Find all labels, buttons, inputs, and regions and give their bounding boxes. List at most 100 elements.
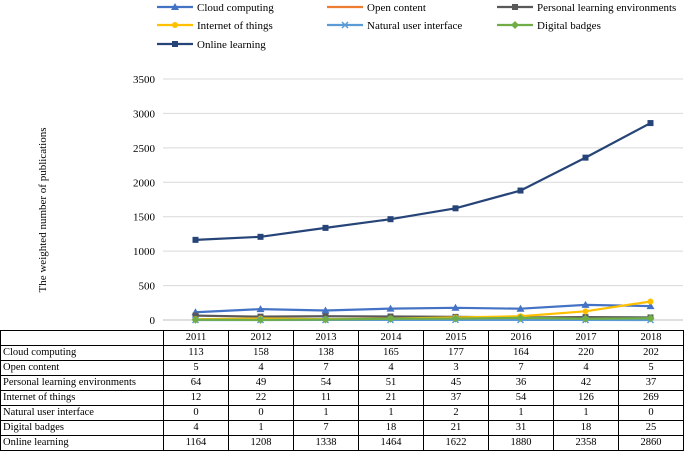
x-tick-label: 2018 [618,330,684,346]
table-cell: 36 [488,375,554,391]
table-cell: 113 [163,345,229,361]
data-point-marker [517,187,524,194]
table-cell: 64 [163,375,229,391]
data-point-marker [386,304,395,312]
x-tick-label: 2017 [553,330,619,346]
y-tick-label: 3500 [133,74,156,86]
table-cell: 18 [553,420,619,436]
table-cell: 158 [228,345,294,361]
table-cell: 7 [293,420,359,436]
data-point-marker [581,314,590,323]
data-point-marker [256,315,265,324]
legend-label: Natural user interface [367,20,462,32]
series-line [195,314,651,319]
x-tick-label: 2013 [293,330,359,346]
data-point-marker [451,314,460,323]
data-point-marker [452,205,459,212]
table-row-label: Internet of things [0,390,164,406]
data-point-marker [516,313,525,322]
table-cell: 2358 [553,435,619,451]
data-point-marker [647,120,654,127]
table-row: Online learning 1164 1208 1338 1464 1622 1880 2… [0,435,684,451]
data-point-marker [516,304,525,312]
chart-series [191,120,655,324]
table-cell: 54 [488,390,554,406]
data-point-marker [172,41,178,47]
table-cell: 5 [618,360,684,376]
x-tick-label: 2015 [423,330,489,346]
table-cell: 164 [488,345,554,361]
table-cell: 220 [553,345,619,361]
y-tick-label: 2500 [133,143,156,155]
table-cell: 1 [488,405,554,421]
table-cell: 11 [293,390,359,406]
table-corner-cell [0,330,164,346]
table-cell: 12 [163,390,229,406]
y-tick-label: 1000 [133,246,156,258]
table-cell: 4 [358,360,424,376]
legend-entry: Internet of things [157,20,273,32]
table-cell: 18 [358,420,424,436]
data-point-marker [646,314,655,323]
table-row-label: Online learning [0,435,164,451]
table-cell: 21 [358,390,424,406]
table-cell: 0 [618,405,684,421]
y-tick-label: 500 [139,281,156,293]
data-point-marker [582,308,589,315]
table-cell: 42 [553,375,619,391]
table-cell: 37 [618,375,684,391]
table-cell: 1622 [423,435,489,451]
y-tick-label: 1500 [133,212,156,224]
data-point-marker [192,312,199,319]
legend-label: Personal learning environments [537,2,676,14]
table-row: Cloud computing 113 158 138 165 177 164 220 202 [0,345,684,361]
data-point-marker [581,300,590,308]
table-cell: 1880 [488,435,554,451]
legend-label: Online learning [197,39,266,51]
data-point-marker [321,306,330,314]
legend-label: Internet of things [197,20,273,32]
series-digital-badges [191,313,655,324]
data-point-marker [191,315,200,324]
data-point-marker [646,302,655,310]
legend-entry: Natural user interface [327,20,462,32]
table-cell: 4 [163,420,229,436]
table-header-row: 2011 2012 2013 2014 2015 2016 2017 2018 [0,330,684,346]
legend-label: Digital badges [537,20,601,32]
table-cell: 25 [618,420,684,436]
x-tick-label: 2011 [163,330,229,346]
table-cell: 3 [423,360,489,376]
table-cell: 269 [618,390,684,406]
table-row-label: Natural user interface [0,405,164,421]
line-chart: Cloud computing Open content Personal lear… [37,2,683,327]
data-point-marker [511,21,519,29]
table-cell: 165 [358,345,424,361]
y-tick-label: 0 [150,315,156,327]
table-cell: 51 [358,375,424,391]
table-cell: 21 [423,420,489,436]
table-cell: 177 [423,345,489,361]
table-cell: 1 [358,405,424,421]
table-cell: 5 [163,360,229,376]
data-point-marker [387,216,394,223]
table-cell: 1164 [163,435,229,451]
series-cloud-computing [191,300,655,316]
table-cell: 2 [423,405,489,421]
chart-gridlines [163,78,683,321]
data-point-marker [512,4,518,10]
data-point-marker [582,154,589,161]
table-cell: 1208 [228,435,294,451]
legend-entry: Open content [327,2,426,14]
table-cell: 202 [618,345,684,361]
table-cell: 1464 [358,435,424,451]
data-point-marker [256,305,265,313]
table-cell: 0 [228,405,294,421]
data-point-marker [341,21,349,29]
legend-entry: Online learning [157,39,266,51]
table-row: Open content 5 4 7 4 3 7 4 5 [0,360,684,376]
series-line [195,316,651,322]
table-cell: 126 [553,390,619,406]
table-row-label: Digital badges [0,420,164,436]
table-row: Personal learning environments 64 49 54 51 45… [0,375,684,391]
table-cell: 1 [553,405,619,421]
